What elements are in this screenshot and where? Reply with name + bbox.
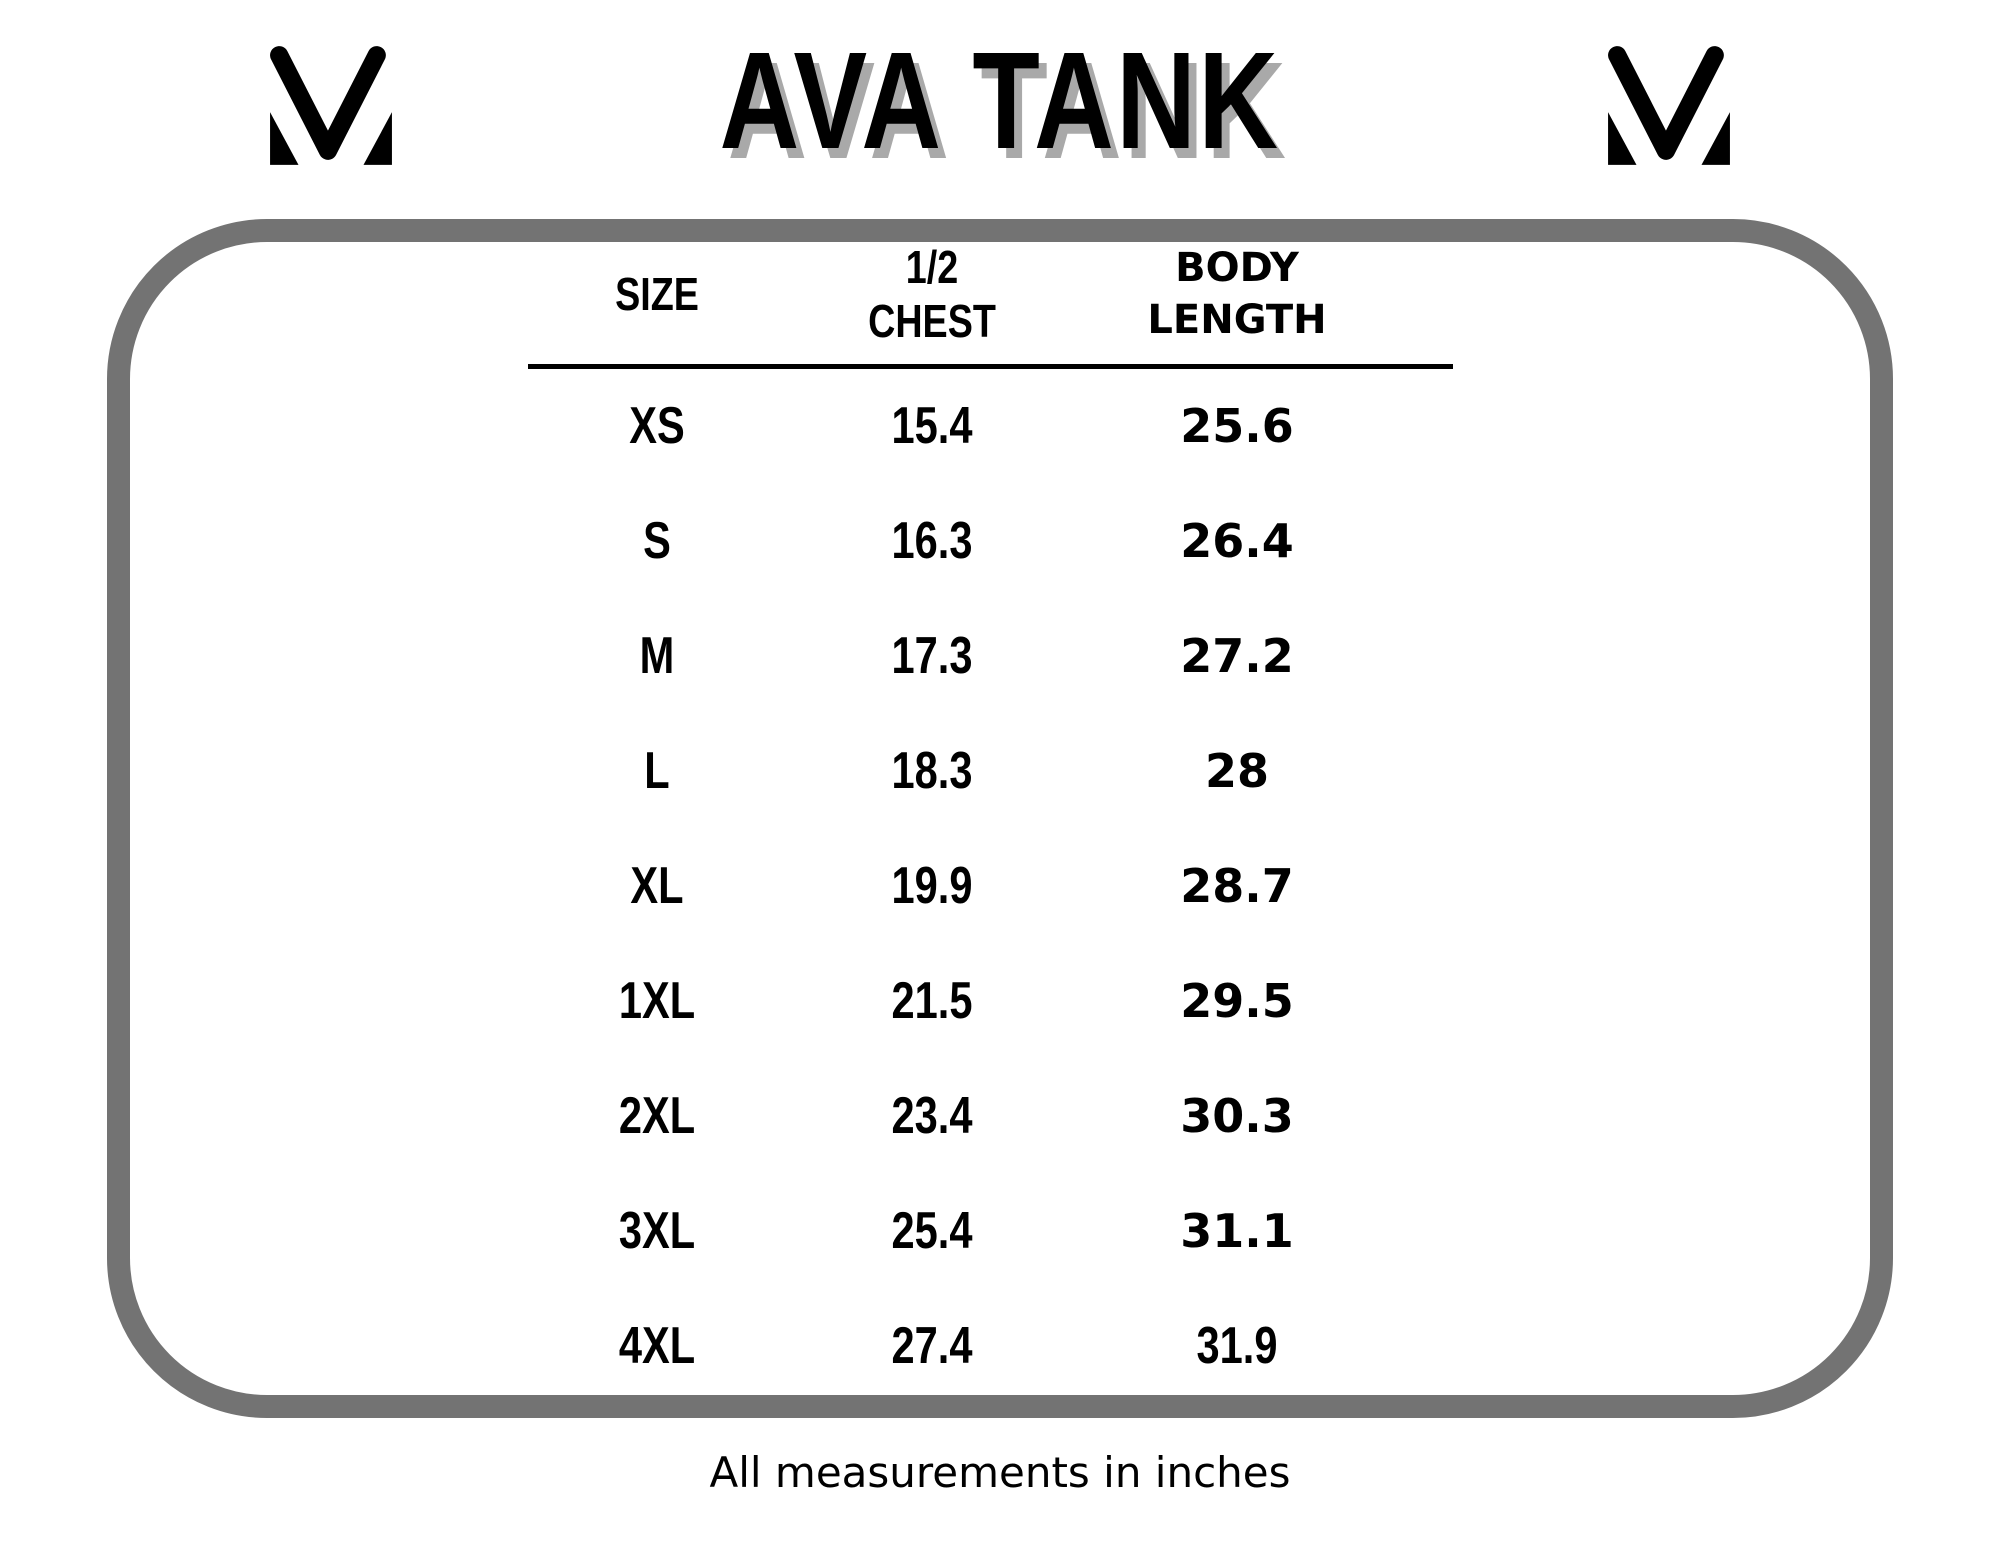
table-row: M 17.3 27.2: [482, 598, 1442, 713]
half-chest-cell: 23.4: [891, 1086, 973, 1145]
body-length-cell: 28.7: [1180, 858, 1294, 913]
table-row: L 18.3 28: [482, 713, 1442, 828]
table-row: XS 15.4 25.6: [482, 368, 1442, 483]
half-chest-cell: 19.9: [891, 856, 973, 915]
size-cell: XS: [629, 396, 685, 455]
size-cell: L: [644, 741, 670, 800]
half-chest-cell: 17.3: [891, 626, 973, 685]
size-cell: M: [639, 626, 675, 685]
body-length-cell: 28: [1204, 743, 1269, 798]
table-row: XL 19.9 28.7: [482, 828, 1442, 943]
mv-monogram-logo-icon: [1604, 44, 1734, 166]
table-header-row: SIZE 1/2 CHEST BODY LENGTH: [482, 240, 1442, 348]
table-row: 3XL 25.4 31.1: [482, 1173, 1442, 1288]
body-length-cell: 29.5: [1180, 973, 1294, 1028]
table-row: 4XL 27.4 31.9: [482, 1288, 1442, 1403]
size-cell: 4XL: [618, 1316, 696, 1375]
table-row: 2XL 23.4 30.3: [482, 1058, 1442, 1173]
measurements-footnote: All measurements in inches: [709, 1448, 1291, 1497]
table-rows: XS 15.4 25.6 S 16.3 26.4 M 17.3 27.2 L 18.3 28 XL 19.…: [482, 368, 1442, 1403]
size-cell: 3XL: [618, 1201, 696, 1260]
column-header-size: SIZE: [615, 268, 699, 320]
mv-monogram-logo-icon: [266, 44, 396, 166]
body-length-cell: 26.4: [1180, 513, 1294, 568]
size-cell: S: [643, 511, 671, 570]
page-title: AVA TANK: [719, 24, 1281, 178]
size-cell: XL: [630, 856, 684, 915]
body-length-cell: 31.1: [1180, 1203, 1294, 1258]
size-cell: 1XL: [618, 971, 696, 1030]
header-divider-line: [528, 364, 1453, 369]
half-chest-cell: 15.4: [891, 396, 973, 455]
table-row: 1XL 21.5 29.5: [482, 943, 1442, 1058]
column-header-half-chest: 1/2 CHEST: [868, 241, 996, 347]
half-chest-cell: 21.5: [891, 971, 973, 1030]
half-chest-cell: 18.3: [891, 741, 973, 800]
half-chest-cell: 16.3: [891, 511, 973, 570]
half-chest-cell: 27.4: [891, 1316, 973, 1375]
body-length-cell: 30.3: [1180, 1088, 1294, 1143]
column-header-body-length: BODY LENGTH: [1147, 245, 1327, 343]
body-length-cell: 27.2: [1180, 628, 1294, 683]
rounded-frame-border: [107, 219, 1893, 1418]
size-cell: 2XL: [618, 1086, 696, 1145]
table-row: S 16.3 26.4: [482, 483, 1442, 598]
body-length-cell: 25.6: [1180, 398, 1294, 453]
body-length-cell: 31.9: [1196, 1316, 1278, 1375]
half-chest-cell: 25.4: [891, 1201, 973, 1260]
